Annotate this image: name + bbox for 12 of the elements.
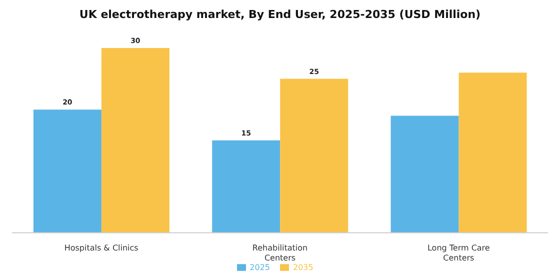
bar	[390, 116, 459, 233]
x-tick-label: Long Term Care Centers	[427, 244, 490, 263]
bar	[280, 78, 348, 233]
chart-title: UK electrotherapy market, By End User, 2025-2035 (USD Million)	[78, 8, 482, 23]
bar	[458, 72, 527, 233]
bar	[101, 48, 170, 233]
legend-label: 2025	[250, 262, 270, 272]
bar	[212, 140, 280, 233]
legend-label: 2035	[293, 262, 314, 272]
bar	[33, 110, 102, 233]
x-tick-label: Rehabilitation Centers	[252, 244, 308, 263]
x-tick-label: Hospitals & Clinics	[64, 244, 138, 253]
